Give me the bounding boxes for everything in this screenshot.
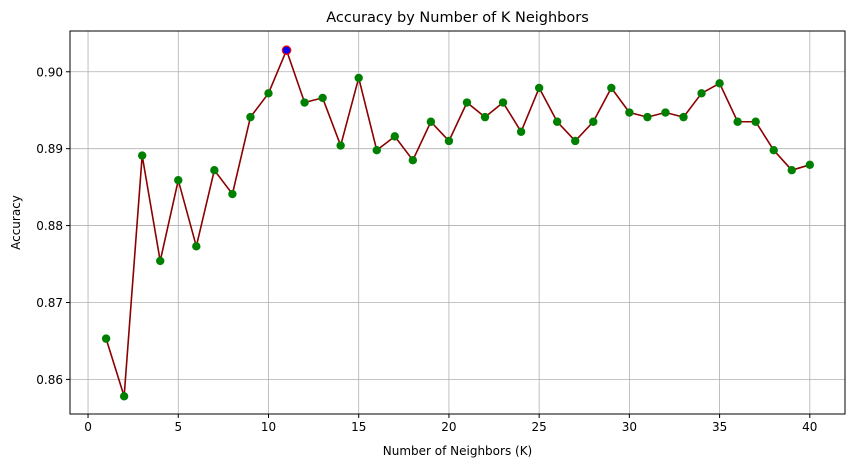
data-point-k-14 (336, 141, 345, 150)
data-point-k-22 (480, 112, 490, 122)
data-point-k-17 (390, 132, 399, 141)
data-point-k-30 (625, 108, 634, 117)
data-point-k-1 (101, 334, 111, 343)
data-point-k-26 (552, 117, 562, 126)
data-point-k-36 (733, 117, 742, 126)
data-point-k-13 (318, 93, 327, 103)
data-point-k-20 (444, 136, 454, 146)
data-point-k-15 (354, 73, 363, 83)
series-layer (101, 45, 815, 401)
data-point-k-9 (246, 112, 255, 122)
data-point-k-19 (426, 117, 436, 126)
data-point-k-24 (516, 127, 526, 136)
x-tick-label: 15 (351, 420, 366, 434)
x-tick-label: 20 (441, 420, 456, 434)
data-point-k-38 (769, 146, 778, 155)
grid-lines (70, 31, 845, 414)
data-point-k-12 (300, 98, 309, 107)
x-tick-label: 5 (174, 420, 182, 434)
y-axis-ticks: 0.86 0.87 0.88 0.89 0.90 (36, 65, 70, 387)
x-tick-label: 10 (261, 420, 276, 434)
y-tick-label: 0.90 (36, 65, 63, 79)
x-tick-label: 40 (802, 420, 817, 434)
accuracy-series-line (105, 49, 811, 398)
data-point-k-33 (679, 112, 688, 122)
data-point-k-2 (119, 392, 129, 401)
x-tick-label: 25 (532, 420, 547, 434)
x-tick-label: 0 (84, 420, 92, 434)
y-axis-label: Accuracy (9, 195, 23, 250)
data-point-k-7 (210, 166, 219, 175)
data-point-k-32 (661, 108, 670, 117)
y-tick-label: 0.89 (36, 142, 63, 156)
data-point-k-8 (228, 189, 237, 199)
data-point-k-3 (137, 151, 147, 160)
data-point-k-39 (787, 166, 796, 175)
x-tick-label: 30 (622, 420, 637, 434)
data-point-k-28 (589, 117, 598, 126)
x-axis-label: Number of Neighbors (K) (383, 444, 533, 458)
y-tick-label: 0.88 (36, 219, 63, 233)
y-tick-label: 0.87 (36, 296, 63, 310)
data-point-k-5 (174, 176, 183, 185)
data-point-k-10 (264, 89, 273, 98)
y-tick-label: 0.86 (36, 373, 63, 387)
best-k-highlight-point (281, 45, 292, 56)
data-point-k-18 (408, 156, 418, 165)
plot-area-frame (69, 30, 846, 415)
data-point-k-6 (192, 242, 201, 251)
data-point-k-29 (607, 83, 616, 93)
x-tick-label: 35 (712, 420, 727, 434)
data-point-k-4 (156, 256, 165, 266)
data-point-k-40 (805, 160, 815, 170)
data-point-k-16 (372, 146, 381, 155)
data-point-k-34 (697, 89, 706, 98)
chart-title: Accuracy by Number of K Neighbors (326, 10, 589, 26)
data-point-k-21 (462, 98, 472, 107)
data-point-k-37 (751, 117, 760, 126)
x-axis-ticks: 0 5 10 15 20 25 30 35 40 (84, 414, 817, 434)
data-point-k-27 (571, 136, 580, 146)
data-point-k-31 (643, 112, 652, 122)
data-point-k-35 (715, 79, 724, 88)
data-point-k-25 (534, 83, 544, 93)
data-point-k-23 (498, 98, 508, 107)
